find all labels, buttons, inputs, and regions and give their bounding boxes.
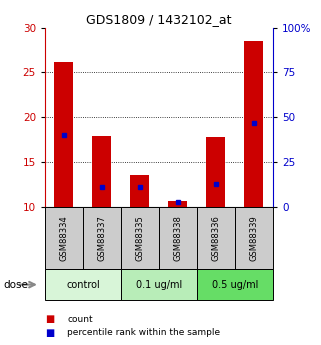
Bar bbox=[55, 62, 74, 207]
Bar bbox=[206, 137, 225, 207]
Bar bbox=[235, 207, 273, 269]
Text: control: control bbox=[66, 280, 100, 289]
Text: GSM88338: GSM88338 bbox=[173, 215, 182, 261]
Text: GSM88334: GSM88334 bbox=[59, 215, 68, 261]
Text: ■: ■ bbox=[45, 328, 54, 338]
Bar bbox=[244, 41, 263, 207]
Bar bbox=[121, 207, 159, 269]
Text: GSM88339: GSM88339 bbox=[249, 215, 258, 261]
Text: GSM88335: GSM88335 bbox=[135, 215, 144, 261]
Bar bbox=[169, 201, 187, 207]
Title: GDS1809 / 1432102_at: GDS1809 / 1432102_at bbox=[86, 13, 232, 27]
Bar bbox=[45, 269, 121, 300]
Text: GSM88336: GSM88336 bbox=[211, 215, 221, 261]
Text: percentile rank within the sample: percentile rank within the sample bbox=[67, 328, 221, 337]
Bar bbox=[197, 207, 235, 269]
Bar bbox=[159, 207, 197, 269]
Bar bbox=[121, 269, 197, 300]
Text: 0.5 ug/ml: 0.5 ug/ml bbox=[212, 280, 258, 289]
Bar bbox=[130, 175, 149, 207]
Bar bbox=[45, 207, 83, 269]
Bar bbox=[83, 207, 121, 269]
Text: 0.1 ug/ml: 0.1 ug/ml bbox=[136, 280, 182, 289]
Text: count: count bbox=[67, 315, 93, 324]
Text: dose: dose bbox=[3, 280, 28, 289]
Text: GSM88337: GSM88337 bbox=[97, 215, 107, 261]
Bar bbox=[92, 136, 111, 207]
Text: ■: ■ bbox=[45, 314, 54, 324]
Bar bbox=[197, 269, 273, 300]
